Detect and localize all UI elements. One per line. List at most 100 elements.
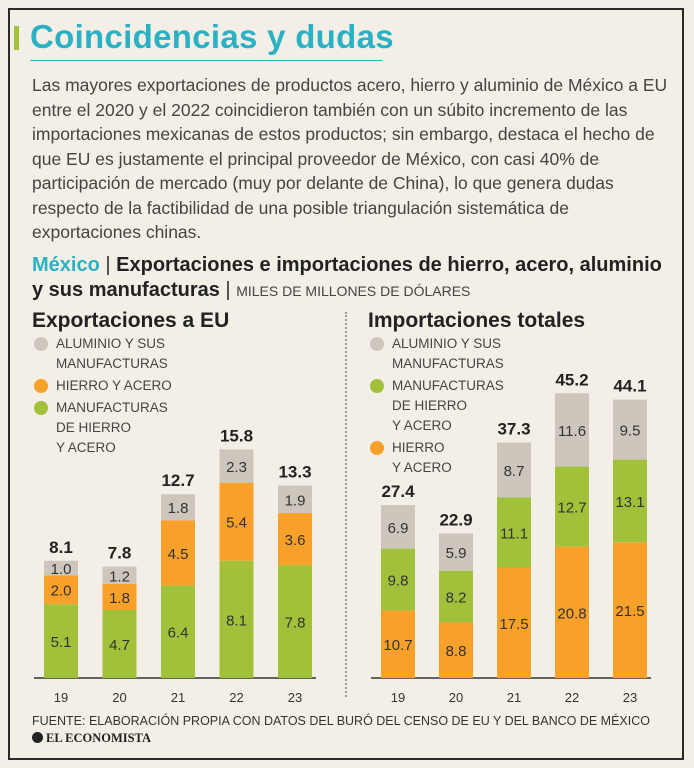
exports-value-label-hierro-20: 1.8 bbox=[109, 590, 130, 607]
imports-panel-title: Importaciones totales bbox=[368, 309, 586, 332]
imports-bar-aluminio-19 bbox=[381, 505, 415, 549]
legend-label-manufacturas: MANUFACTURAS DE HIERRO Y ACERO bbox=[392, 378, 504, 433]
exports-value-label-aluminio-19: 1.0 bbox=[51, 561, 72, 578]
imports-value-label-hierro-23: 21.5 bbox=[615, 603, 644, 620]
exports-bar-hierro-23 bbox=[278, 513, 312, 566]
legend-label-manufacturas: MANUFACTURAS DE HIERRO Y ACERO bbox=[56, 400, 168, 455]
imports-bar-manufacturas-19 bbox=[381, 548, 415, 611]
legend-swatch-hierro bbox=[370, 441, 384, 455]
imports-value-label-hierro-22: 20.8 bbox=[557, 605, 586, 622]
imports-value-label-manufacturas-22: 12.7 bbox=[557, 500, 586, 517]
imports-bar-aluminio-23 bbox=[613, 399, 647, 460]
exports-legend: ALUMINIO Y SUS MANUFACTURAS HIERRO Y ACER… bbox=[34, 334, 172, 460]
legend-swatch-manufacturas bbox=[34, 401, 48, 415]
exports-bar-hierro-20 bbox=[102, 583, 137, 610]
exports-bar-manufacturas-23 bbox=[278, 565, 312, 678]
imports-value-label-aluminio-23: 9.5 bbox=[620, 423, 641, 440]
exports-tick-label-23: 23 bbox=[288, 690, 302, 705]
exports-panel-title: Exportaciones a EU bbox=[32, 309, 230, 332]
imports-tick-label-23: 23 bbox=[623, 690, 637, 705]
exports-value-label-manufacturas-21: 6.4 bbox=[168, 625, 189, 642]
imports-total-label-23: 44.1 bbox=[613, 377, 646, 396]
exports-bar-manufacturas-22 bbox=[219, 560, 254, 678]
imports-value-label-manufacturas-21: 11.1 bbox=[500, 525, 528, 542]
exports-value-label-hierro-23: 3.6 bbox=[285, 532, 306, 549]
subhead-units: MILES DE MILLONES DE DÓLARES bbox=[236, 283, 471, 299]
brand-mark-icon bbox=[32, 732, 43, 743]
exports-bar-aluminio-20 bbox=[102, 566, 137, 584]
legend-swatch-aluminio bbox=[370, 337, 384, 351]
imports-value-label-aluminio-19: 6.9 bbox=[388, 520, 409, 537]
imports-value-label-manufacturas-19: 9.8 bbox=[388, 573, 409, 590]
imports-bar-hierro-20 bbox=[439, 622, 473, 678]
legend-item-aluminio: ALUMINIO Y SUS MANUFACTURAS bbox=[34, 334, 172, 374]
exports-bar-hierro-22 bbox=[219, 482, 254, 561]
exports-value-label-manufacturas-23: 7.8 bbox=[285, 615, 306, 632]
imports-bar-hierro-19 bbox=[381, 610, 415, 678]
legend-swatch-hierro bbox=[34, 379, 48, 393]
legend-item-aluminio: ALUMINIO Y SUS MANUFACTURAS bbox=[370, 334, 504, 374]
exports-tick-label-22: 22 bbox=[229, 690, 243, 705]
exports-bar-aluminio-21 bbox=[161, 494, 195, 521]
brand-name: EL ECONOMISTA bbox=[46, 731, 151, 745]
imports-bar-manufacturas-20 bbox=[439, 570, 473, 623]
title-underline bbox=[30, 60, 382, 61]
imports-value-label-aluminio-21: 8.7 bbox=[504, 463, 525, 480]
exports-bar-aluminio-22 bbox=[219, 449, 254, 483]
imports-tick-label-21: 21 bbox=[507, 690, 521, 705]
subhead-title: Exportaciones e importaciones de hierro,… bbox=[32, 254, 662, 301]
imports-total-label-21: 37.3 bbox=[497, 420, 530, 439]
imports-bar-aluminio-21 bbox=[497, 442, 531, 498]
exports-bar-manufacturas-20 bbox=[102, 609, 137, 678]
source-note: FUENTE: ELABORACIÓN PROPIA CON DATOS DEL… bbox=[32, 714, 650, 728]
exports-value-label-hierro-21: 4.5 bbox=[168, 546, 189, 563]
imports-value-label-manufacturas-23: 13.1 bbox=[615, 494, 644, 511]
imports-bar-manufacturas-21 bbox=[497, 497, 531, 568]
imports-value-label-hierro-19: 10.7 bbox=[383, 637, 412, 654]
imports-value-label-hierro-20: 8.8 bbox=[446, 643, 467, 660]
legend-label-hierro: HIERRO Y ACERO bbox=[392, 440, 452, 475]
subhead-separator: | bbox=[105, 254, 111, 276]
page-title: Coincidencias y dudas bbox=[30, 18, 394, 55]
legend-item-hierro: HIERRO Y ACERO bbox=[34, 376, 172, 396]
exports-bar-aluminio-23 bbox=[278, 485, 312, 514]
exports-value-label-hierro-22: 5.4 bbox=[226, 515, 247, 532]
exports-value-label-manufacturas-19: 5.1 bbox=[51, 634, 72, 651]
chart-subhead: México | Exportaciones e importaciones d… bbox=[32, 253, 672, 304]
brand-logo: EL ECONOMISTA bbox=[32, 731, 151, 746]
imports-total-label-20: 22.9 bbox=[439, 510, 472, 529]
subhead-units-separator: | bbox=[225, 279, 231, 301]
title-accent-bar bbox=[14, 26, 19, 50]
imports-total-label-22: 45.2 bbox=[555, 370, 588, 389]
imports-tick-label-20: 20 bbox=[449, 690, 463, 705]
exports-total-label-21: 12.7 bbox=[161, 471, 194, 490]
panel-divider bbox=[345, 312, 347, 697]
imports-tick-label-19: 19 bbox=[391, 690, 405, 705]
exports-total-label-19: 8.1 bbox=[49, 538, 73, 557]
exports-bar-hierro-19 bbox=[44, 575, 78, 605]
exports-total-label-23: 13.3 bbox=[278, 463, 311, 482]
exports-value-label-manufacturas-22: 8.1 bbox=[226, 612, 247, 629]
imports-bar-manufacturas-23 bbox=[613, 459, 647, 543]
exports-value-label-aluminio-22: 2.3 bbox=[226, 459, 247, 476]
imports-bar-hierro-23 bbox=[613, 542, 647, 678]
legend-item-manufacturas: MANUFACTURAS DE HIERRO Y ACERO bbox=[34, 398, 172, 458]
imports-value-label-aluminio-20: 5.9 bbox=[446, 545, 467, 562]
intro-paragraph: Las mayores exportaciones de productos a… bbox=[32, 75, 668, 242]
exports-value-label-aluminio-21: 1.8 bbox=[168, 500, 189, 517]
exports-value-label-aluminio-23: 1.9 bbox=[285, 492, 306, 509]
imports-value-label-manufacturas-20: 8.2 bbox=[446, 590, 467, 607]
exports-bar-aluminio-19 bbox=[44, 560, 78, 576]
imports-bar-aluminio-22 bbox=[555, 393, 589, 467]
exports-bar-manufacturas-21 bbox=[161, 585, 195, 678]
exports-tick-label-21: 21 bbox=[171, 690, 185, 705]
exports-bar-hierro-21 bbox=[161, 520, 195, 586]
imports-bar-aluminio-20 bbox=[439, 533, 473, 571]
imports-bar-hierro-21 bbox=[497, 567, 531, 678]
legend-label-hierro: HIERRO Y ACERO bbox=[56, 378, 172, 393]
legend-swatch-manufacturas bbox=[370, 379, 384, 393]
imports-value-label-aluminio-22: 11.6 bbox=[558, 423, 586, 440]
exports-tick-label-19: 19 bbox=[54, 690, 68, 705]
legend-item-hierro: HIERRO Y ACERO bbox=[370, 438, 504, 478]
